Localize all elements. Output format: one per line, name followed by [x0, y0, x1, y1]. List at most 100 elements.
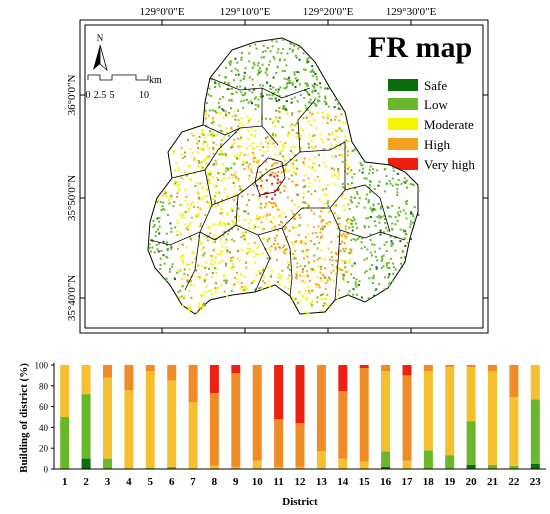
bar-segment — [124, 365, 134, 390]
hazard-pixel — [213, 241, 216, 243]
hazard-pixel — [325, 222, 328, 225]
hazard-pixel — [304, 174, 307, 177]
hazard-pixel — [243, 238, 246, 241]
hazard-pixel — [308, 101, 311, 104]
hazard-pixel — [286, 235, 289, 238]
hazard-pixel — [212, 117, 214, 120]
hazard-pixel — [188, 171, 191, 174]
bar-segment — [530, 463, 540, 469]
hazard-pixel — [252, 193, 255, 196]
hazard-pixel — [213, 163, 215, 165]
hazard-pixel — [334, 174, 336, 176]
bar-segment — [60, 365, 70, 417]
hazard-pixel — [236, 257, 239, 260]
hazard-pixel — [266, 239, 269, 241]
hazard-pixel — [274, 97, 277, 100]
hazard-pixel — [301, 250, 304, 253]
hazard-pixel — [366, 248, 369, 251]
hazard-pixel — [174, 226, 177, 229]
hazard-pixel — [230, 99, 233, 102]
hazard-pixel — [219, 253, 222, 256]
hazard-pixel — [186, 280, 189, 283]
hazard-pixel — [400, 182, 403, 185]
hazard-pixel — [296, 303, 299, 306]
hazard-pixel — [177, 247, 179, 250]
hazard-pixel — [334, 272, 337, 275]
bar-segment — [145, 371, 155, 468]
x-tick-label: 19 — [444, 476, 456, 488]
hazard-pixel — [220, 259, 223, 262]
hazard-pixel — [392, 169, 395, 172]
hazard-pixel — [331, 256, 333, 259]
hazard-pixel — [206, 172, 209, 175]
hazard-pixel — [307, 60, 310, 63]
district-boundary — [281, 207, 341, 301]
hazard-pixel — [241, 231, 244, 234]
chart-y-axis-label: Building of district (%) — [18, 363, 30, 473]
hazard-pixel — [253, 97, 256, 100]
hazard-pixel — [232, 221, 235, 224]
hazard-pixel — [157, 199, 160, 202]
hazard-pixel — [325, 281, 328, 284]
hazard-pixel — [194, 185, 197, 188]
hazard-pixel — [206, 176, 209, 179]
hazard-pixel — [412, 184, 415, 187]
hazard-pixel — [281, 269, 284, 272]
hazard-pixel — [179, 233, 182, 236]
bar-segment — [466, 421, 476, 465]
hazard-pixel — [216, 134, 219, 137]
hazard-pixel — [199, 208, 202, 211]
hazard-pixel — [180, 153, 183, 156]
hazard-pixel — [391, 177, 394, 180]
hazard-pixel — [219, 112, 222, 115]
hazard-pixel — [343, 261, 346, 264]
x-tick-label: 21 — [487, 476, 498, 488]
hazard-pixel — [259, 84, 262, 87]
map-title: FR map — [368, 31, 472, 64]
hazard-pixel — [314, 73, 317, 76]
hazard-pixel — [323, 147, 326, 150]
hazard-pixel — [351, 220, 354, 222]
bar-segment — [167, 466, 177, 469]
hazard-pixel — [308, 93, 311, 96]
hazard-pixel — [239, 122, 241, 125]
hazard-pixel — [242, 106, 244, 109]
hazard-pixel — [283, 87, 286, 90]
hazard-pixel — [257, 69, 260, 72]
hazard-pixel — [324, 97, 327, 100]
hazard-pixel — [243, 71, 246, 74]
hazard-pixel — [307, 275, 309, 278]
hazard-pixel — [320, 220, 323, 223]
hazard-pixel — [234, 216, 237, 219]
hazard-pixel — [256, 214, 258, 217]
hazard-pixel — [197, 306, 200, 309]
hazard-pixel — [199, 224, 202, 227]
hazard-pixel — [316, 100, 319, 103]
hazard-pixel — [227, 222, 230, 225]
hazard-pixel — [197, 160, 200, 163]
hazard-pixel — [274, 162, 277, 165]
hazard-pixel — [334, 199, 337, 202]
hazard-pixel — [406, 199, 409, 202]
hazard-pixel — [417, 195, 419, 197]
hazard-pixel — [287, 177, 290, 180]
hazard-pixel — [185, 227, 188, 230]
hazard-pixel — [264, 192, 267, 195]
hazard-pixel — [292, 212, 295, 215]
hazard-pixel — [278, 181, 280, 183]
hazard-pixel — [256, 247, 259, 250]
hazard-pixel — [278, 111, 281, 114]
hazard-pixel — [243, 275, 246, 278]
hazard-pixel — [282, 38, 285, 41]
hazard-pixel — [272, 216, 275, 219]
hazard-pixel — [266, 213, 269, 216]
hazard-pixel — [194, 257, 197, 260]
hazard-pixel — [269, 118, 272, 121]
hazard-pixel — [159, 267, 162, 270]
hazard-pixel — [310, 209, 313, 212]
hazard-pixel — [404, 212, 407, 215]
hazard-pixel — [400, 265, 403, 268]
hazard-pixel — [322, 219, 325, 221]
hazard-pixel — [222, 275, 225, 278]
hazard-pixel — [253, 156, 256, 159]
